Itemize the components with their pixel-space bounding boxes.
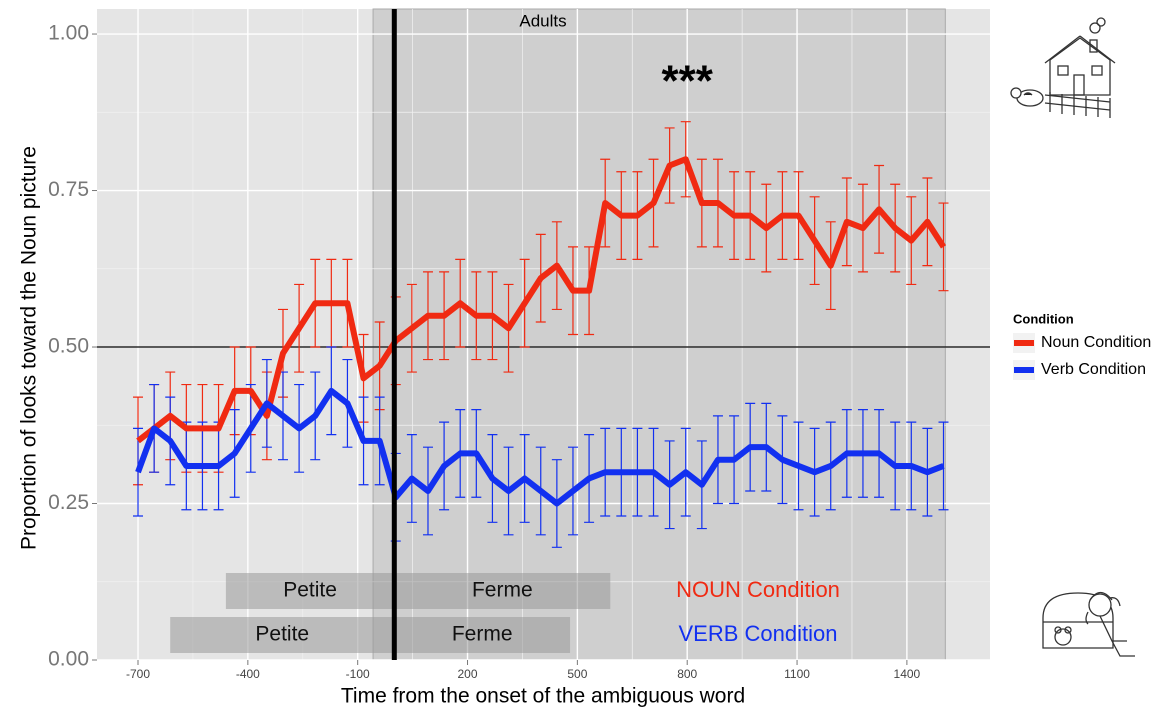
word-box — [394, 573, 611, 609]
x-tick-label: 1100 — [784, 667, 810, 681]
girl-chest-icon — [1042, 591, 1135, 657]
x-tick-label: -400 — [236, 667, 260, 681]
series-line — [136, 156, 947, 444]
x-tick-label: 200 — [458, 667, 478, 681]
word-box — [394, 617, 571, 653]
word-label: Petite — [283, 579, 337, 602]
y-tick-label: 0.75 — [48, 178, 89, 201]
shaded-region — [372, 8, 946, 661]
word-label: Petite — [255, 623, 309, 646]
word-box — [170, 617, 395, 653]
x-tick-label: 500 — [567, 667, 587, 681]
word-label: Ferme — [452, 623, 513, 646]
word-label: Ferme — [472, 579, 533, 602]
x-tick-label: -700 — [126, 667, 150, 681]
plot-area: Petite Ferme NOUN Condition Petite Ferme VERB… — [97, 8, 990, 661]
legend: Condition Noun Condition Verb Condition — [1013, 311, 1151, 380]
x-axis-label: Time from the onset of the ambiguous wor… — [341, 685, 745, 708]
y-tick-label: 1.00 — [48, 22, 89, 45]
legend-title: Condition — [1013, 311, 1074, 326]
error-bar — [938, 202, 949, 292]
row-label: NOUN Condition — [676, 577, 840, 602]
x-tick-label: -100 — [346, 667, 370, 681]
y-tick-label: 0.50 — [48, 335, 89, 358]
farm-icon — [1010, 17, 1116, 118]
y-tick-label: 0.00 — [48, 648, 89, 671]
chart-title: Adults — [519, 11, 566, 30]
legend-label: Noun Condition — [1041, 334, 1151, 351]
significance-annotation: *** — [662, 57, 714, 106]
y-tick-label: 0.25 — [48, 491, 89, 514]
series-line — [135, 387, 945, 507]
row-label: VERB Condition — [679, 621, 838, 646]
word-box — [225, 573, 395, 609]
x-tick-label: 800 — [677, 667, 697, 681]
x-tick-label: 1400 — [894, 667, 921, 681]
y-axis-label: Proportion of looks toward the Noun pict… — [18, 146, 41, 550]
legend-label: Verb Condition — [1041, 361, 1146, 378]
